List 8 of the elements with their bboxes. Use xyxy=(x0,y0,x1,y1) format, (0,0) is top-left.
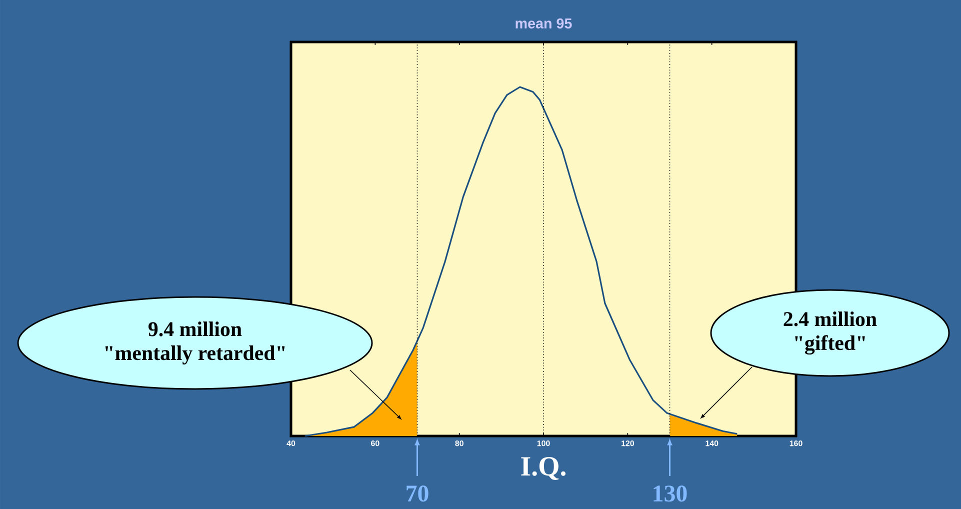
x-axis-title: I.Q. xyxy=(521,456,566,480)
annotation: "gifted" xyxy=(795,335,865,355)
annotation: 2.4 million xyxy=(784,311,877,326)
ref-line-label: 130 xyxy=(654,486,687,502)
text: "mentally retarded" xyxy=(105,345,285,364)
chart-title: mean 95 xyxy=(516,18,572,28)
text: 9.4 million xyxy=(148,322,242,336)
ref-line-label: 70 xyxy=(406,486,428,502)
